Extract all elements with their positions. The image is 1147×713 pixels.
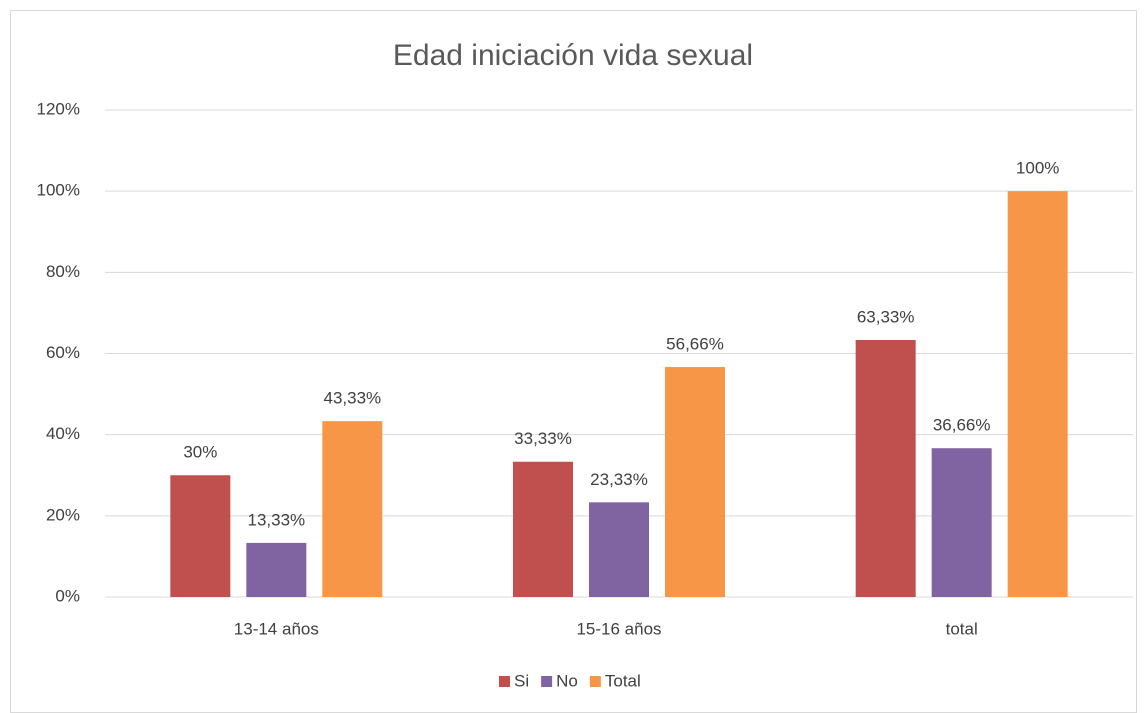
x-tick-label: 13-14 años [234, 619, 319, 638]
legend-label: Total [605, 671, 641, 690]
value-label: 36,66% [933, 416, 991, 435]
bar [322, 421, 383, 597]
bar [246, 542, 307, 597]
value-label: 30% [183, 443, 217, 462]
legend-swatch [541, 676, 553, 687]
value-label: 13,33% [247, 510, 305, 529]
y-tick-label: 40% [46, 424, 80, 443]
x-tick-label: total [946, 619, 978, 638]
bar [589, 502, 649, 597]
bar [665, 367, 725, 597]
legend-label: Si [514, 671, 529, 690]
value-label: 56,66% [666, 335, 724, 354]
y-tick-label: 100% [37, 181, 80, 200]
legend-swatch [589, 676, 601, 687]
bar [170, 475, 231, 597]
bar [855, 339, 916, 597]
bar [1007, 191, 1068, 597]
y-tick-label: 80% [46, 262, 80, 281]
legend-swatch [499, 676, 510, 687]
value-label: 100% [1016, 159, 1059, 178]
bar [513, 461, 573, 597]
chart-title: Edad iniciación vida sexual [393, 39, 753, 72]
chart-frame [10, 10, 1137, 713]
y-tick-label: 20% [46, 505, 80, 524]
value-label: 43,33% [323, 389, 381, 408]
y-tick-label: 120% [37, 99, 80, 118]
value-label: 63,33% [857, 307, 915, 326]
legend-label: No [556, 671, 578, 690]
x-tick-label: 15-16 años [576, 619, 661, 638]
y-tick-label: 0% [55, 586, 80, 605]
value-label: 23,33% [590, 470, 648, 489]
y-tick-label: 60% [46, 343, 80, 362]
value-label: 33,33% [514, 429, 572, 448]
bar [931, 448, 992, 597]
